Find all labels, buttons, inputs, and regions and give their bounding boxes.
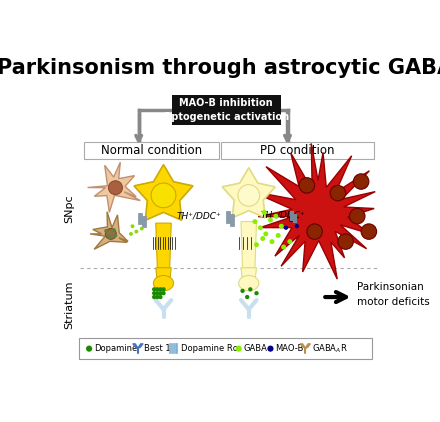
Circle shape	[155, 291, 159, 295]
Ellipse shape	[154, 276, 173, 291]
Polygon shape	[252, 143, 375, 279]
Circle shape	[268, 218, 273, 222]
Circle shape	[235, 346, 242, 352]
Circle shape	[279, 224, 284, 229]
Circle shape	[158, 291, 162, 295]
Circle shape	[353, 174, 369, 189]
Circle shape	[112, 228, 116, 232]
Circle shape	[295, 224, 299, 228]
Circle shape	[245, 295, 249, 299]
FancyBboxPatch shape	[172, 95, 281, 125]
Circle shape	[104, 229, 108, 233]
Text: Parkinsonism through astrocytic GABA: Parkinsonism through astrocytic GABA	[0, 57, 440, 78]
Circle shape	[263, 231, 268, 236]
Circle shape	[86, 346, 92, 352]
Circle shape	[268, 346, 274, 352]
Text: Striatum: Striatum	[64, 281, 74, 329]
Polygon shape	[241, 222, 257, 268]
Circle shape	[161, 291, 166, 295]
Circle shape	[105, 228, 116, 239]
Text: MAO-B inhibition
Optogenetic activation: MAO-B inhibition Optogenetic activation	[163, 97, 290, 122]
Polygon shape	[156, 268, 171, 281]
Circle shape	[289, 218, 293, 222]
Circle shape	[254, 242, 259, 247]
Circle shape	[155, 287, 159, 292]
Circle shape	[240, 289, 245, 293]
Text: TH⁻/DDC⁺: TH⁻/DDC⁺	[260, 210, 305, 219]
Circle shape	[299, 178, 315, 193]
Circle shape	[158, 287, 162, 292]
Circle shape	[107, 235, 111, 239]
Circle shape	[155, 295, 159, 299]
Circle shape	[307, 224, 323, 239]
Circle shape	[361, 224, 377, 239]
Polygon shape	[134, 165, 193, 220]
Circle shape	[281, 244, 286, 249]
Circle shape	[131, 224, 135, 228]
Circle shape	[338, 234, 353, 249]
Text: PD condition: PD condition	[260, 144, 334, 157]
Text: Dopamine: Dopamine	[94, 344, 137, 353]
Circle shape	[114, 233, 117, 237]
Circle shape	[270, 239, 275, 244]
Circle shape	[152, 287, 156, 292]
Circle shape	[152, 291, 156, 295]
Circle shape	[276, 233, 281, 238]
Circle shape	[152, 295, 156, 299]
Circle shape	[262, 210, 267, 215]
Text: Parkinsonian
motor deficits: Parkinsonian motor deficits	[357, 282, 430, 307]
FancyBboxPatch shape	[84, 142, 219, 159]
Text: Normal condition: Normal condition	[100, 144, 202, 157]
Text: TH⁺/DDC⁺: TH⁺/DDC⁺	[177, 212, 221, 221]
Text: Best 1: Best 1	[144, 344, 171, 353]
Circle shape	[349, 208, 365, 224]
Circle shape	[258, 225, 263, 230]
Circle shape	[161, 287, 166, 292]
Circle shape	[248, 287, 253, 292]
Circle shape	[109, 181, 122, 195]
Circle shape	[284, 226, 288, 230]
Circle shape	[260, 236, 265, 241]
Polygon shape	[88, 162, 140, 212]
Circle shape	[253, 219, 257, 224]
Text: SNpc: SNpc	[64, 194, 74, 223]
FancyBboxPatch shape	[79, 338, 372, 360]
Ellipse shape	[238, 276, 259, 291]
Text: Dopamine Rc: Dopamine Rc	[180, 344, 237, 353]
Polygon shape	[241, 268, 257, 281]
Circle shape	[238, 184, 260, 206]
Circle shape	[140, 227, 144, 230]
Circle shape	[158, 295, 162, 299]
Circle shape	[151, 183, 176, 208]
Circle shape	[135, 230, 138, 233]
Polygon shape	[156, 223, 171, 268]
Circle shape	[129, 232, 133, 236]
Circle shape	[273, 214, 279, 219]
Polygon shape	[90, 212, 128, 249]
Circle shape	[330, 185, 346, 201]
Circle shape	[287, 239, 292, 244]
Text: GABA: GABA	[243, 344, 267, 353]
Circle shape	[254, 291, 259, 295]
Polygon shape	[222, 168, 275, 218]
Text: GABA$_A$R: GABA$_A$R	[312, 342, 348, 355]
FancyBboxPatch shape	[221, 142, 374, 159]
Text: MAO-B: MAO-B	[275, 344, 304, 353]
